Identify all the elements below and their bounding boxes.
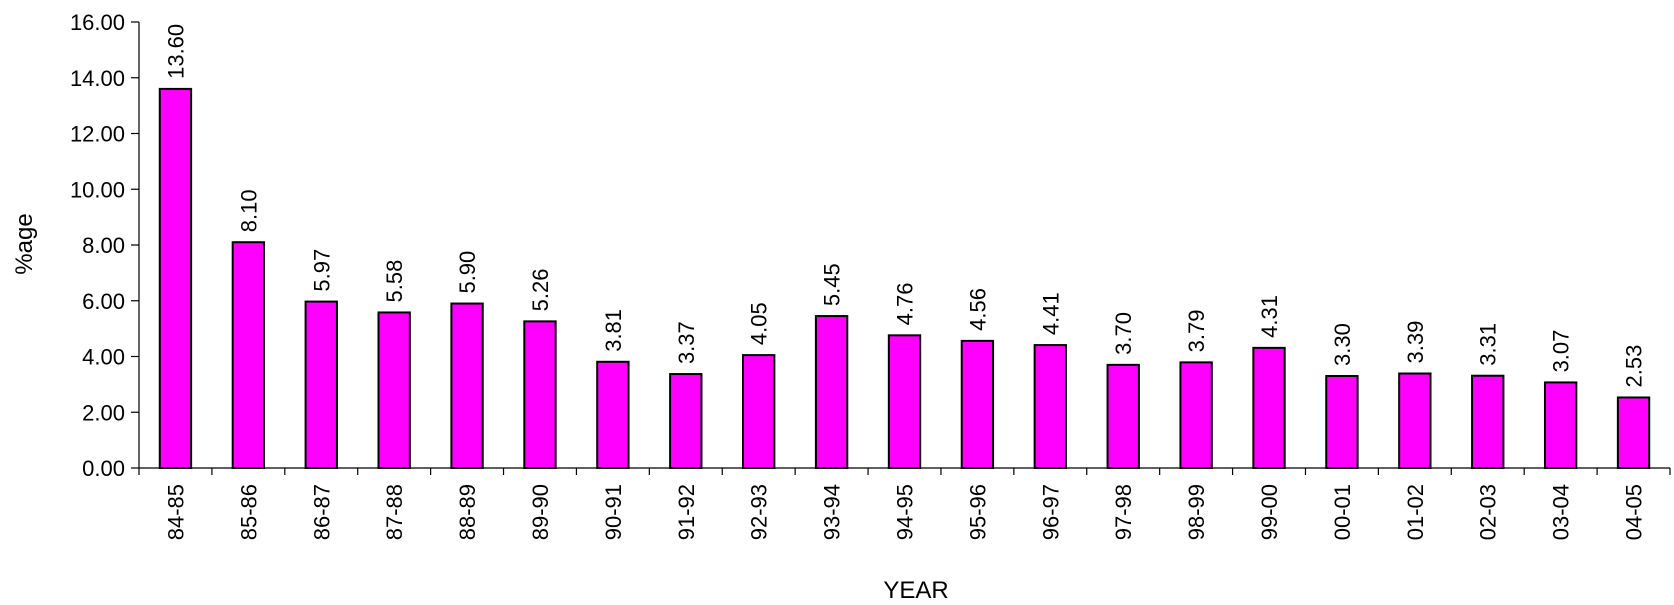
x-tick-label-95-96: 95-96 bbox=[965, 484, 990, 540]
x-tick-label-97-98: 97-98 bbox=[1111, 484, 1136, 540]
data-label-91-92: 3.37 bbox=[674, 321, 699, 364]
data-label-95-96: 4.56 bbox=[965, 288, 990, 331]
data-label-89-90: 5.26 bbox=[528, 269, 553, 312]
data-label-02-03: 3.31 bbox=[1476, 323, 1501, 366]
bar-01-02 bbox=[1398, 372, 1432, 469]
data-label-04-05: 2.53 bbox=[1622, 345, 1647, 388]
data-label-86-87: 5.97 bbox=[309, 249, 334, 292]
x-tick-label-96-97: 96-97 bbox=[1038, 484, 1063, 540]
bar-85-86 bbox=[231, 241, 266, 469]
x-tick-label-00-01: 00-01 bbox=[1330, 484, 1355, 540]
data-label-92-93: 4.05 bbox=[747, 302, 772, 345]
y-axis-title: %age bbox=[11, 213, 38, 274]
x-tick-label-93-94: 93-94 bbox=[820, 484, 845, 540]
bar-89-90 bbox=[523, 320, 557, 469]
x-tick-label-89-90: 89-90 bbox=[528, 484, 553, 540]
bar-96-97 bbox=[1033, 344, 1067, 470]
x-tick-label-90-91: 90-91 bbox=[601, 484, 626, 540]
bar-93-94 bbox=[814, 315, 849, 469]
x-tick-label-92-93: 92-93 bbox=[747, 484, 772, 540]
bar-92-93 bbox=[742, 354, 776, 470]
x-tick-label-98-99: 98-99 bbox=[1184, 484, 1209, 540]
data-label-00-01: 3.30 bbox=[1330, 323, 1355, 366]
data-label-87-88: 5.58 bbox=[382, 260, 407, 303]
bar-95-96 bbox=[960, 339, 995, 470]
bar-02-03 bbox=[1471, 374, 1505, 470]
x-tick-label-99-00: 99-00 bbox=[1257, 484, 1282, 540]
data-label-97-98: 3.70 bbox=[1111, 312, 1136, 355]
y-tick-label: 0.00 bbox=[82, 456, 125, 481]
data-label-98-99: 3.79 bbox=[1184, 310, 1209, 353]
x-tick-label-03-04: 03-04 bbox=[1549, 484, 1574, 540]
x-tick-label-87-88: 87-88 bbox=[382, 484, 407, 540]
bar-90-91 bbox=[596, 360, 630, 470]
data-label-84-85: 13.60 bbox=[163, 24, 188, 79]
y-tick-label: 4.00 bbox=[82, 345, 125, 370]
bar-99-00 bbox=[1252, 346, 1286, 470]
data-label-88-89: 5.90 bbox=[455, 251, 480, 294]
x-tick-label-04-05: 04-05 bbox=[1622, 484, 1647, 540]
bar-98-99 bbox=[1179, 361, 1213, 470]
bar-04-05 bbox=[1616, 396, 1651, 470]
x-tick-label-88-89: 88-89 bbox=[455, 484, 480, 540]
y-tick-label: 6.00 bbox=[82, 289, 125, 314]
bar-87-88 bbox=[377, 311, 411, 469]
bar-88-89 bbox=[450, 302, 484, 469]
x-axis: 84-85 85-86 86-87 87-88 88-89 89-90 90-91 91-92… bbox=[138, 467, 1671, 540]
x-axis-title: YEAR bbox=[883, 577, 948, 604]
x-tick-label-01-02: 01-02 bbox=[1403, 484, 1428, 540]
bar-97-98 bbox=[1106, 363, 1140, 469]
bar-91-92 bbox=[669, 373, 703, 469]
x-tick-label-84-85: 84-85 bbox=[163, 484, 188, 540]
x-tick-label-85-86: 85-86 bbox=[236, 484, 261, 540]
bar-94-95 bbox=[887, 334, 922, 469]
y-tick-label: 2.00 bbox=[82, 400, 125, 425]
y-tick-label: 12.00 bbox=[70, 122, 125, 147]
data-label-93-94: 5.45 bbox=[820, 263, 845, 306]
data-label-96-97: 4.41 bbox=[1038, 292, 1063, 335]
data-label-01-02: 3.39 bbox=[1403, 321, 1428, 364]
y-tick-label: 8.00 bbox=[82, 233, 125, 258]
x-tick-label-02-03: 02-03 bbox=[1476, 484, 1501, 540]
y-tick-label: 14.00 bbox=[70, 66, 125, 91]
data-label-94-95: 4.76 bbox=[893, 282, 918, 325]
x-tick-label-86-87: 86-87 bbox=[309, 484, 334, 540]
bar-00-01 bbox=[1325, 375, 1359, 470]
bars-group: 13.60 8.10 5.97 5.58 5.90 5.26 3.81 3.37 4.05 5.4… bbox=[158, 24, 1651, 470]
data-label-90-91: 3.81 bbox=[601, 309, 626, 352]
data-label-85-86: 8.10 bbox=[236, 189, 261, 232]
y-tick-label: 16.00 bbox=[70, 10, 125, 35]
y-axis: 0.00 2.00 4.00 6.00 8.00 10.00 12.00 14.00 16.00 bbox=[70, 10, 140, 481]
bar-84-85 bbox=[158, 87, 193, 470]
y-tick-label: 10.00 bbox=[70, 177, 125, 202]
bar-03-04 bbox=[1543, 381, 1578, 469]
x-tick-label-91-92: 91-92 bbox=[674, 484, 699, 540]
x-tick-label-94-95: 94-95 bbox=[893, 484, 918, 540]
data-label-99-00: 4.31 bbox=[1257, 295, 1282, 338]
bar-86-87 bbox=[304, 300, 338, 469]
data-label-03-04: 3.07 bbox=[1549, 330, 1574, 373]
